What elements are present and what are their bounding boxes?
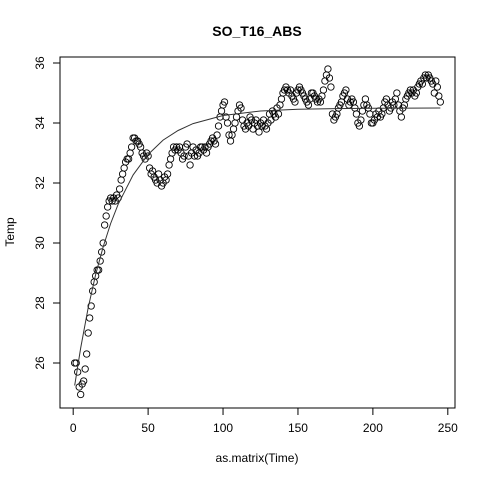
data-point xyxy=(211,140,220,148)
data-point xyxy=(237,104,245,112)
data-point xyxy=(223,119,232,127)
data-point xyxy=(325,74,334,82)
data-point xyxy=(101,221,109,229)
data-point xyxy=(213,131,221,139)
data-point xyxy=(357,116,365,124)
data-point xyxy=(87,302,95,310)
y-tick-label: 30 xyxy=(33,236,47,250)
data-point xyxy=(144,152,152,160)
data-point xyxy=(115,185,124,193)
data-point xyxy=(352,110,361,118)
data-point xyxy=(342,86,350,94)
x-tick-label: 100 xyxy=(213,421,233,435)
data-point xyxy=(163,170,172,178)
data-point xyxy=(255,128,263,136)
x-tick-label: 0 xyxy=(70,421,77,435)
data-point xyxy=(81,365,89,373)
y-tick-label: 26 xyxy=(33,356,47,370)
data-point xyxy=(324,65,332,73)
data-point xyxy=(84,329,92,337)
y-tick-label: 28 xyxy=(33,296,47,310)
x-tick-label: 150 xyxy=(288,421,308,435)
data-point xyxy=(127,143,136,151)
y-axis-label: Temp xyxy=(3,217,17,247)
data-point xyxy=(77,390,85,399)
data-point xyxy=(274,110,283,118)
x-tick-label: 250 xyxy=(438,421,458,435)
data-point xyxy=(72,359,80,367)
data-point xyxy=(186,161,194,169)
x-tick-label: 50 xyxy=(141,421,155,435)
y-tick-label: 34 xyxy=(33,116,47,130)
data-point xyxy=(433,83,441,91)
x-axis-label: as.matrix(Time) xyxy=(216,451,299,465)
data-point xyxy=(291,98,299,106)
data-point xyxy=(393,89,401,97)
data-point xyxy=(102,212,110,220)
data-point xyxy=(220,98,229,106)
data-point xyxy=(397,113,406,121)
y-tick-label: 32 xyxy=(33,176,47,190)
data-point xyxy=(98,248,106,256)
data-point xyxy=(95,266,103,274)
data-point xyxy=(80,377,88,385)
data-point xyxy=(83,350,91,358)
data-point xyxy=(319,86,328,94)
fit-curve xyxy=(74,107,441,386)
x-tick-label: 200 xyxy=(363,421,383,435)
data-point xyxy=(183,140,191,148)
chart-title: SO_T16_ABS xyxy=(212,23,301,39)
data-point xyxy=(327,83,335,91)
data-point xyxy=(436,98,444,106)
y-tick-label: 36 xyxy=(33,56,47,70)
data-point xyxy=(214,122,223,130)
data-point xyxy=(180,152,188,160)
